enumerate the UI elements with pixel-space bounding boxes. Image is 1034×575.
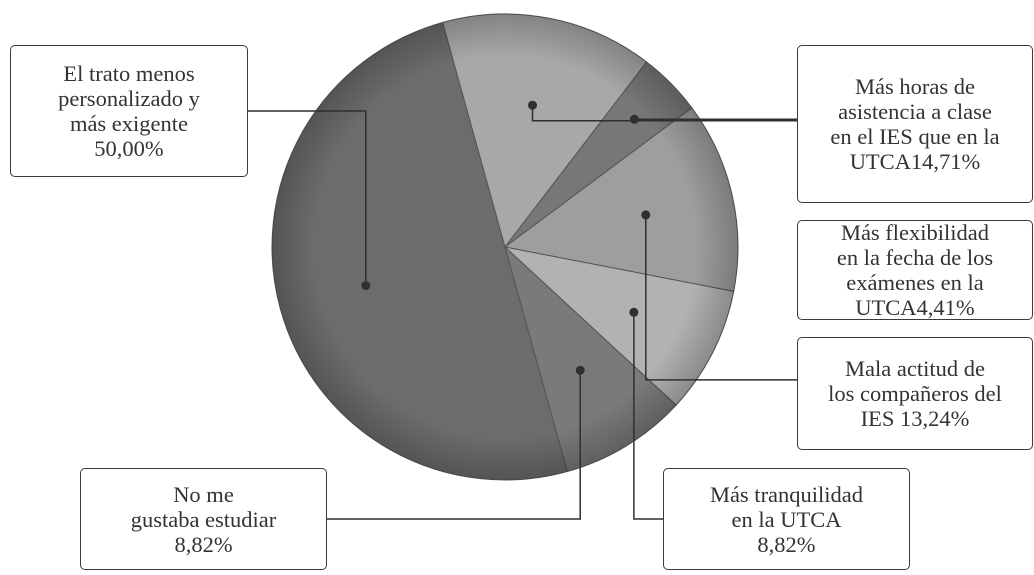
leader-dot bbox=[641, 210, 651, 220]
leader-dot bbox=[629, 307, 639, 317]
slice-label-trato-menos-personalizado: El trato menos personalizado y más exige… bbox=[10, 45, 248, 177]
leader-dot bbox=[629, 114, 639, 124]
slice-label-mala-actitud-companeros: Mala actitud de los compañeros del IES 1… bbox=[797, 337, 1033, 450]
slice-label-mas-horas-asistencia: Más horas de asistencia a clase en el IE… bbox=[797, 45, 1033, 203]
slice-label-mas-flexibilidad-examenes: Más flexibilidad en la fecha de los exám… bbox=[797, 220, 1033, 320]
leader-line bbox=[327, 370, 581, 520]
slice-label-mas-tranquilidad: Más tranquilidad en la UTCA 8,82% bbox=[663, 468, 910, 570]
leader-dot bbox=[528, 100, 537, 110]
leader-dot bbox=[575, 365, 585, 375]
slice-label-no-me-gustaba-estudiar: No me gustaba estudiar 8,82% bbox=[80, 468, 327, 570]
pie-edge-shading bbox=[272, 14, 738, 480]
leader-line bbox=[633, 312, 663, 520]
leader-line bbox=[645, 214, 797, 381]
leader-line bbox=[248, 110, 367, 286]
leader-dot bbox=[361, 281, 371, 291]
leader-line bbox=[531, 105, 797, 122]
